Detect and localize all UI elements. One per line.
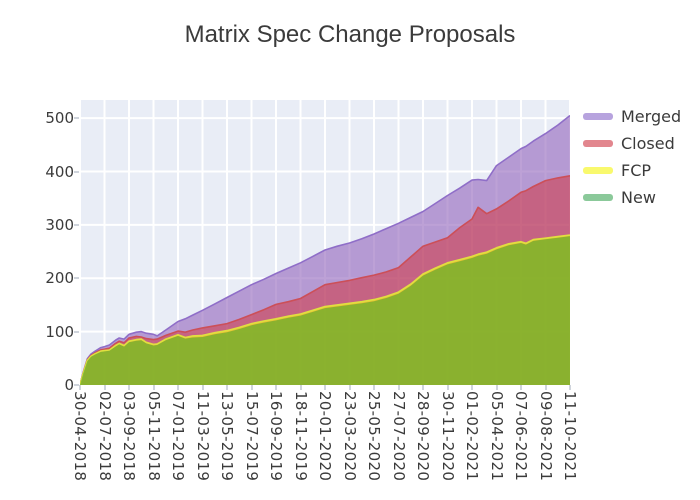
x-axis-tick-mark	[152, 385, 155, 390]
plot-area	[80, 100, 570, 385]
legend-swatch-new	[583, 194, 613, 201]
y-axis-tick-mark	[74, 384, 79, 386]
x-axis-tick-label: 16-09-2019	[267, 391, 285, 482]
x-axis-tick-label: 18-11-2019	[291, 391, 310, 482]
x-axis-tick-mark	[544, 385, 547, 390]
legend-item-new[interactable]: New	[583, 184, 681, 211]
x-axis-tick-label: 07-06-2021	[512, 391, 530, 482]
x-axis-tick-mark	[495, 385, 498, 390]
x-axis-tick-label: 02-07-2018	[95, 391, 114, 482]
x-axis-tick-mark	[250, 385, 253, 390]
x-axis-tick-label: 15-07-2019	[242, 391, 261, 482]
legend-item-fcp[interactable]: FCP	[583, 157, 681, 184]
x-axis-tick-label: 01-02-2021	[463, 391, 481, 482]
x-axis-tick-label: 13-05-2019	[218, 391, 236, 482]
x-axis-tick-mark	[348, 385, 351, 390]
x-axis-tick-mark	[446, 385, 449, 390]
x-axis-tick-mark	[324, 385, 326, 390]
x-axis-tick-mark	[177, 385, 179, 390]
chart-title: Matrix Spec Change Proposals	[184, 21, 516, 48]
x-axis-tick-mark	[226, 385, 228, 390]
y-axis-tick-mark	[74, 223, 79, 226]
y-axis-tick-mark	[74, 277, 79, 280]
x-axis-tick-label: 05-11-2018	[144, 391, 163, 482]
x-axis-tick-label: 09-08-2021	[536, 391, 555, 482]
x-axis-tick-mark	[103, 385, 106, 390]
x-axis-tick-label: 23-03-2020	[340, 391, 359, 482]
legend-swatch-fcp	[583, 167, 613, 174]
x-axis-tick-mark	[201, 385, 204, 390]
x-axis-tick-mark	[128, 385, 130, 390]
line-fcp	[80, 234, 570, 385]
y-axis-tick-label: 0	[64, 376, 74, 394]
x-axis-tick-label: 28-09-2020	[414, 391, 432, 482]
legend-swatch-merged	[583, 113, 613, 120]
y-axis-tick-mark	[74, 170, 79, 173]
x-axis-tick-label: 30-11-2020	[438, 391, 457, 482]
x-axis-tick-label: 20-01-2020	[316, 391, 334, 482]
x-axis-tick-mark	[520, 385, 522, 390]
x-axis-tick-label: 30-04-2018	[71, 391, 89, 482]
legend: Merged Closed FCP New	[583, 103, 681, 211]
y-axis-tick-mark	[74, 330, 79, 333]
x-axis-tick-label: 05-04-2021	[487, 391, 506, 482]
legend-label: New	[621, 188, 656, 207]
x-axis-tick-mark	[569, 385, 571, 390]
legend-label: Closed	[621, 134, 675, 153]
legend-label: FCP	[621, 161, 652, 180]
legend-item-closed[interactable]: Closed	[583, 130, 681, 157]
y-axis-tick-label: 500	[45, 109, 74, 128]
x-axis-tick-mark	[275, 385, 277, 390]
y-axis-tick-label: 200	[45, 269, 74, 288]
y-axis-tick-mark	[74, 117, 79, 120]
x-axis-tick-mark	[373, 385, 375, 390]
x-axis-tick-label: 27-07-2020	[389, 391, 408, 482]
line-merged	[80, 114, 570, 385]
y-axis-tick-label: 100	[45, 322, 74, 341]
area-new	[80, 236, 570, 385]
line-closed	[80, 175, 570, 385]
legend-item-merged[interactable]: Merged	[583, 103, 681, 130]
legend-label: Merged	[621, 107, 682, 126]
x-axis-tick-label: 07-01-2019	[169, 391, 187, 482]
x-axis-tick-mark	[471, 385, 473, 390]
x-axis-tick-label: 11-10-2021	[561, 391, 579, 482]
x-axis-tick-mark	[79, 385, 81, 390]
x-axis-tick-mark	[397, 385, 400, 390]
x-axis-tick-label: 11-03-2019	[193, 391, 212, 482]
x-axis-tick-label: 03-09-2018	[120, 391, 138, 482]
legend-swatch-closed	[583, 140, 613, 147]
x-axis-tick-mark	[299, 385, 302, 390]
x-axis-tick-label: 25-05-2020	[365, 391, 383, 482]
x-axis-tick-mark	[422, 385, 424, 390]
y-axis-tick-label: 300	[45, 215, 74, 234]
y-axis-tick-label: 400	[45, 162, 74, 181]
